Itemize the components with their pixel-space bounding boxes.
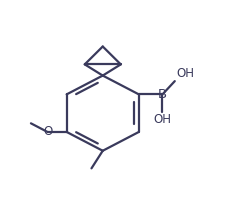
Text: O: O [43,125,52,138]
Text: OH: OH [175,67,193,80]
Text: B: B [157,88,166,101]
Text: OH: OH [153,113,171,126]
